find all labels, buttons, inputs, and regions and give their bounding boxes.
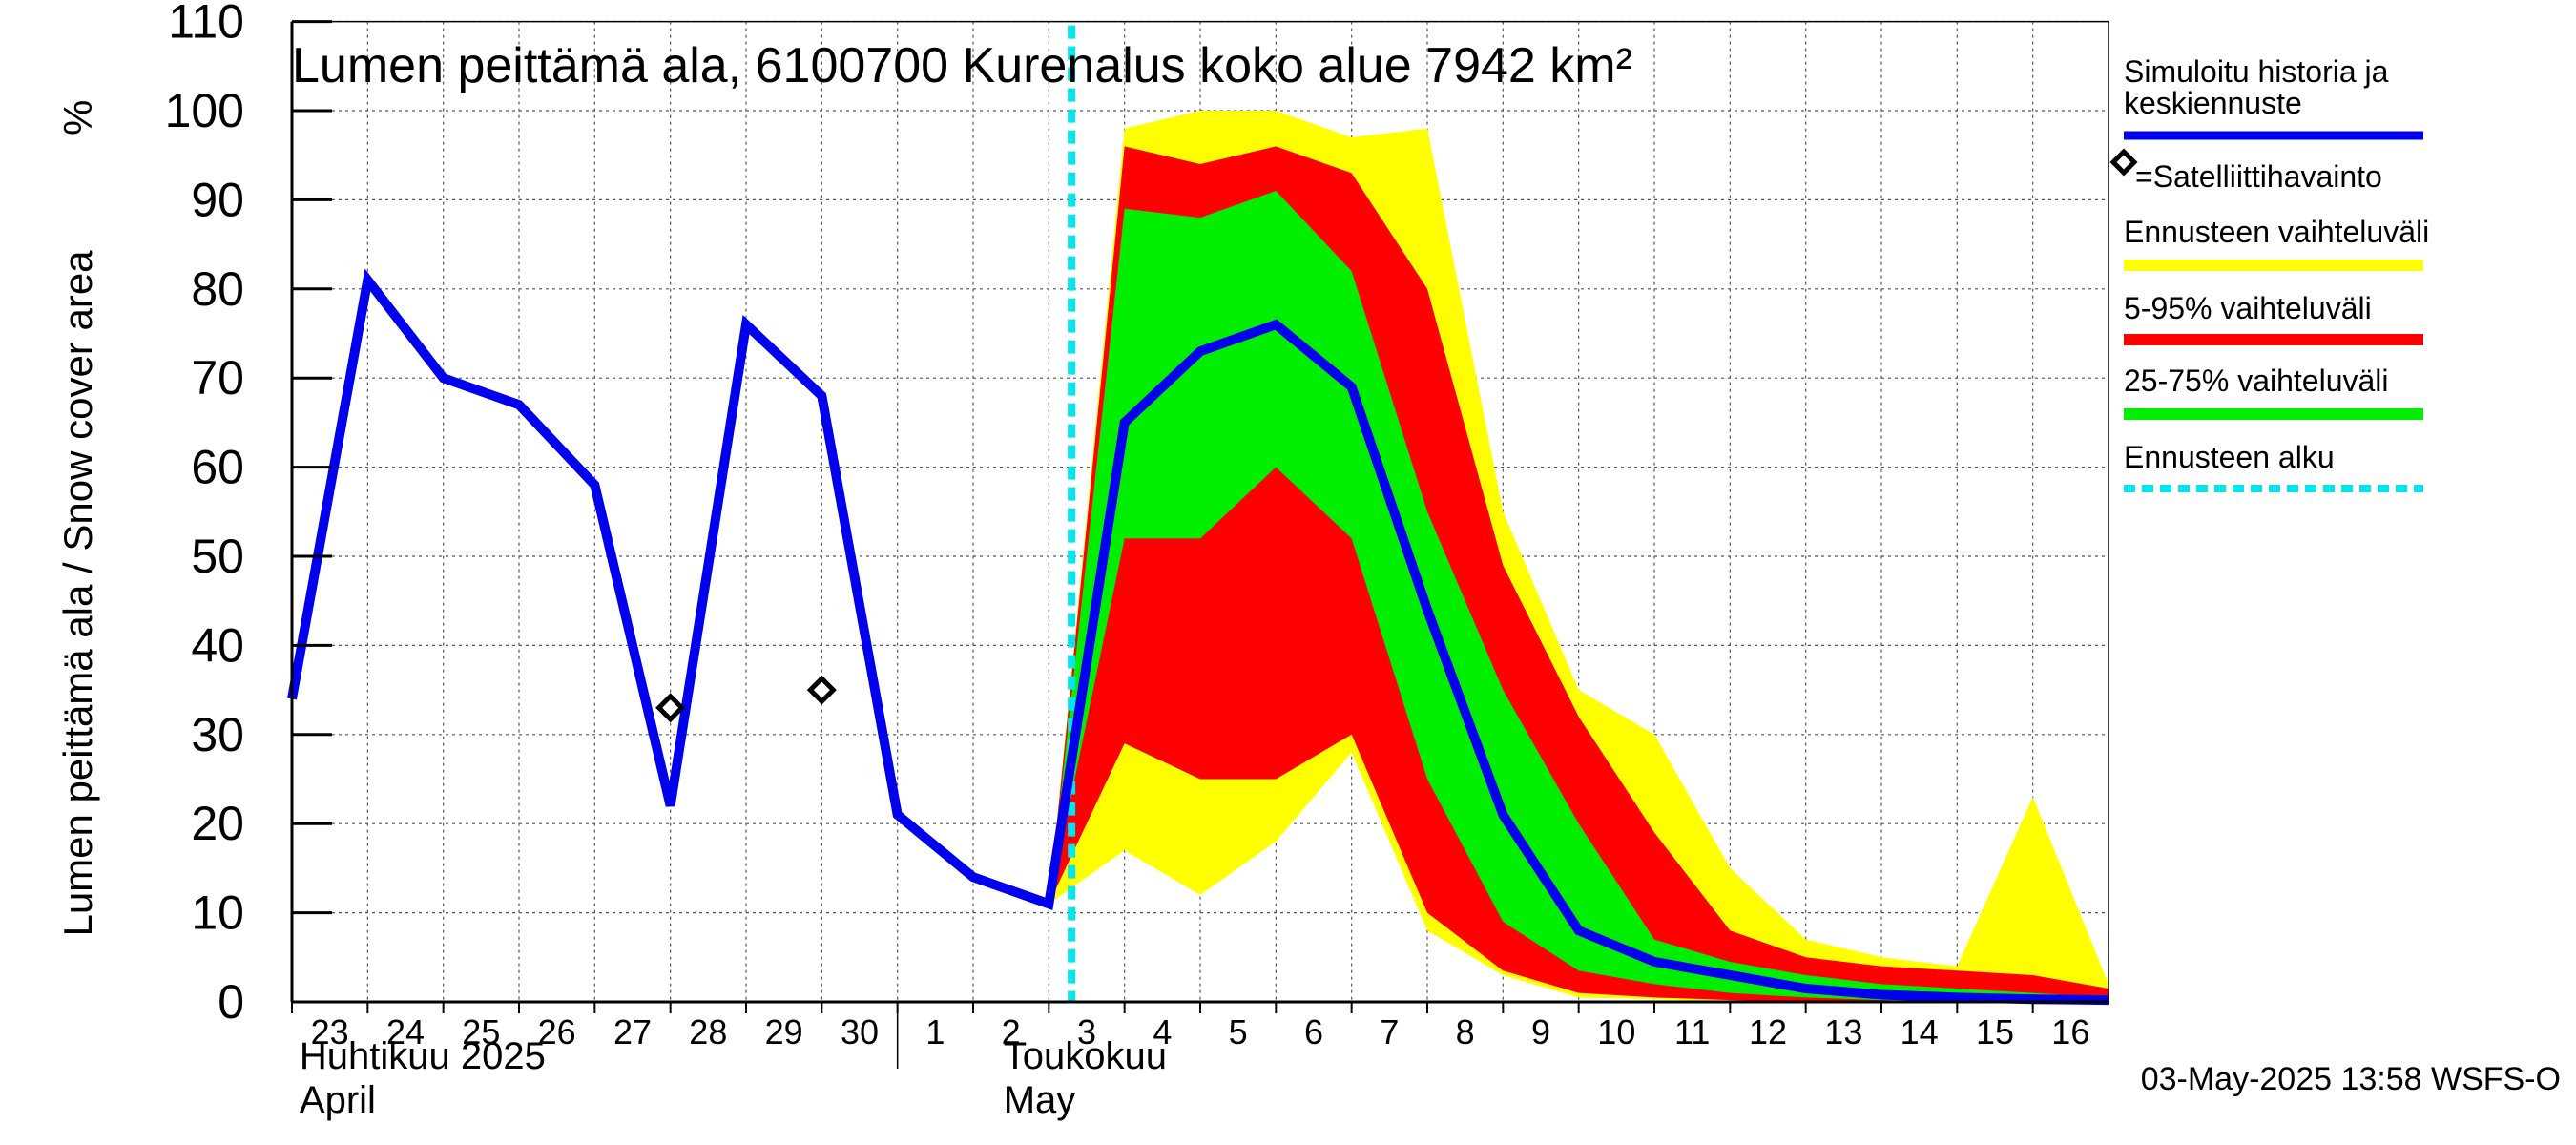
legend-label-median-line1: Simuloitu historia ja: [2124, 54, 2389, 89]
x-tick-label: 5: [1229, 1012, 1248, 1051]
x-tick-label: 4: [1153, 1012, 1172, 1051]
x-tick-label: 11: [1674, 1012, 1710, 1051]
x-tick-label: 2: [1002, 1012, 1021, 1051]
x-tick-label: 12: [1749, 1012, 1787, 1051]
x-tick-label: 14: [1901, 1012, 1939, 1051]
x-tick-label: 29: [765, 1012, 803, 1051]
footer-timestamp: 03-May-2025 13:58 WSFS-O: [2141, 1061, 2561, 1097]
x-tick-label: 26: [538, 1012, 576, 1051]
observations: [655, 675, 837, 723]
x-tick-label: 24: [386, 1012, 425, 1051]
y-tick-label: 60: [191, 441, 244, 494]
series-line-median: [287, 268, 2109, 1006]
legend-label-band: 5-95% vaihteluväli: [2124, 291, 2372, 325]
x-tick-label: 15: [1976, 1012, 2014, 1051]
y-tick-label: 90: [191, 173, 244, 226]
month-label-en: May: [1004, 1079, 1076, 1121]
observation-marker: [806, 675, 837, 705]
x-tick-label: 23: [311, 1012, 349, 1051]
x-tick-label: 8: [1456, 1012, 1475, 1051]
x-tick-label: 9: [1531, 1012, 1550, 1051]
x-tick-label: 30: [841, 1012, 879, 1051]
y-tick-label: 100: [165, 84, 244, 137]
y-tick-label: 30: [191, 708, 244, 761]
chart-title: Lumen peittämä ala, 6100700 Kurenalus ko…: [292, 38, 1632, 94]
y-tick-label: 0: [218, 975, 244, 1029]
x-tick-label: 13: [1824, 1012, 1862, 1051]
legend-label-band: Ennusteen vaihteluväli: [2124, 215, 2429, 249]
x-tick-label: 16: [2051, 1012, 2089, 1051]
legend-label-median-line2: keskiennuste: [2124, 86, 2302, 120]
y-axis-label: Lumen peittämä ala / Snow cover area: [55, 250, 100, 937]
y-tick-label: 40: [191, 618, 244, 672]
month-label-fi: Toukokuu: [1004, 1035, 1167, 1077]
y-tick-label: 80: [191, 262, 244, 316]
legend-label-band: 25-75% vaihteluväli: [2124, 364, 2389, 398]
legend-swatch-observation: [2109, 148, 2138, 177]
y-tick-label: 20: [191, 797, 244, 850]
legend-label-observation: =Satelliittihavainto: [2135, 159, 2382, 194]
legend-label-forecast-start: Ennusteen alku: [2124, 440, 2335, 474]
x-tick-label: 10: [1597, 1012, 1635, 1051]
y-axis-unit: %: [55, 100, 100, 135]
x-tick-label: 25: [462, 1012, 500, 1051]
y-tick-label: 10: [191, 886, 244, 940]
axes: [290, 20, 2109, 1069]
x-tick-label: 7: [1380, 1012, 1399, 1051]
observation-marker: [655, 693, 686, 723]
x-tick-label: 3: [1077, 1012, 1096, 1051]
series-lines: [287, 268, 2109, 1006]
band-25-75-vaihteluv-li: [1049, 191, 2109, 1002]
x-tick-label: 27: [613, 1012, 652, 1051]
y-tick-label: 110: [168, 0, 244, 49]
y-tick-label: 50: [191, 530, 244, 583]
x-tick-label: 1: [925, 1012, 945, 1051]
month-label-fi: Huhtikuu 2025: [300, 1035, 546, 1077]
month-label-en: April: [300, 1079, 376, 1121]
x-tick-label: 28: [689, 1012, 727, 1051]
x-tick-label: 6: [1304, 1012, 1323, 1051]
y-tick-label: 70: [191, 351, 244, 405]
